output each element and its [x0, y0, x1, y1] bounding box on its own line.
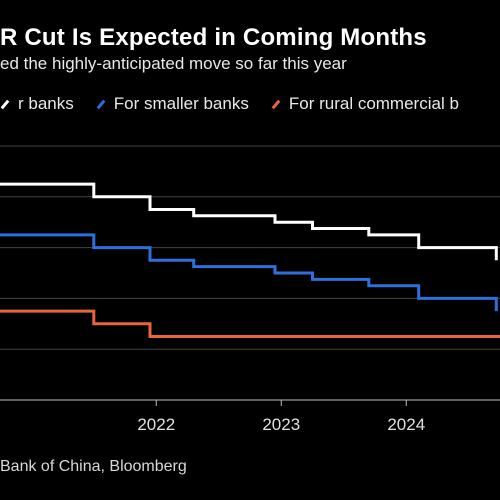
x-tick-label: 2022 — [137, 415, 175, 434]
chart-subtitle: ed the highly-anticipated move so far th… — [0, 54, 347, 73]
legend: r banks For smaller banks For rural comm… — [0, 94, 481, 114]
legend-item-blue: For smaller banks — [96, 94, 249, 114]
series-line-1 — [0, 233, 498, 312]
legend-item-white: r banks — [0, 94, 74, 114]
legend-label-orange: For rural commercial b — [288, 94, 459, 113]
legend-label-blue: For smaller banks — [113, 94, 249, 113]
legend-label-white: r banks — [18, 94, 74, 113]
series-line-2 — [0, 309, 500, 338]
x-tick-label: 2023 — [262, 415, 300, 434]
series-line-0 — [0, 182, 498, 261]
chart-title: R Cut Is Expected in Coming Months — [0, 24, 427, 51]
source-note: Bank of China, Bloomberg — [0, 458, 187, 475]
x-tick-label: 2024 — [387, 415, 425, 434]
legend-item-orange: For rural commercial b — [271, 94, 459, 114]
